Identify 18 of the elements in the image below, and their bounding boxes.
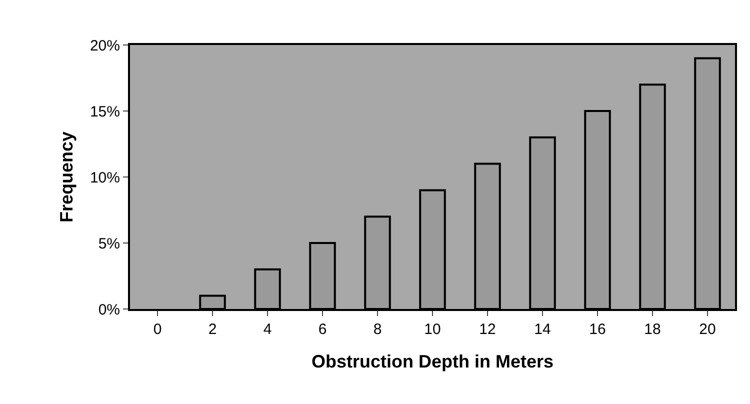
x-tick-label: 6 — [318, 321, 327, 338]
x-tick-label: 12 — [479, 321, 496, 338]
x-tick-label: 14 — [534, 321, 551, 338]
x-tick-label: 2 — [208, 321, 217, 338]
x-tick-label: 10 — [424, 321, 441, 338]
x-axis-title: Obstruction Depth in Meters — [311, 352, 554, 372]
y-tick-label: 0% — [98, 301, 120, 318]
x-tick-label: 8 — [373, 321, 382, 338]
y-tick-label: 20% — [90, 37, 120, 54]
x-tick-label: 0 — [153, 321, 162, 338]
y-axis-title: Frequency — [56, 131, 77, 223]
x-tick-label: 18 — [644, 321, 661, 338]
x-tick-label: 16 — [589, 321, 606, 338]
y-tick-label: 10% — [90, 169, 120, 186]
x-tick-label: 4 — [263, 321, 272, 338]
y-tick-label: 15% — [90, 103, 120, 120]
y-tick-label: 5% — [98, 235, 120, 252]
x-tick-label: 20 — [699, 321, 716, 338]
